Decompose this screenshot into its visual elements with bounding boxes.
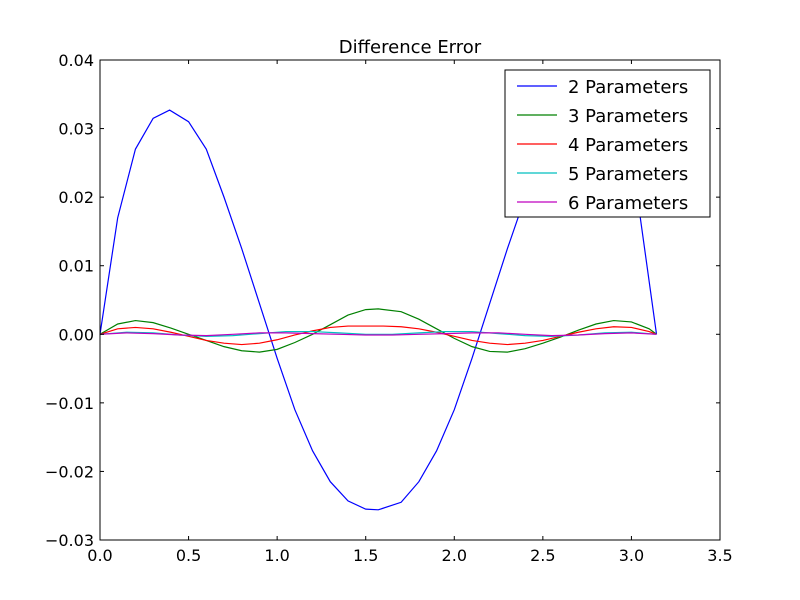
plot-frame (99, 59, 721, 541)
y-tick-label: −0.01 (45, 394, 94, 413)
x-tick-label: 2.0 (442, 546, 467, 565)
legend-label: 3 Parameters (568, 106, 688, 127)
legend-label: 4 Parameters (568, 135, 688, 156)
legend-label: 5 Parameters (568, 164, 688, 185)
legend-label: 6 Parameters (568, 193, 688, 214)
y-tick-label: 0.02 (58, 188, 94, 207)
y-tick-label: 0.04 (58, 51, 94, 70)
legend-label: 2 Parameters (568, 77, 688, 98)
y-tick-label: −0.02 (45, 462, 94, 481)
x-tick-label: 3.0 (619, 546, 644, 565)
y-tick-label: 0.00 (58, 325, 94, 344)
x-tick-label: 1.5 (353, 546, 378, 565)
y-tick-label: 0.03 (58, 120, 94, 139)
legend: 2 Parameters 3 Parameters 4 Parameters 5 Pa… (504, 69, 711, 218)
y-tick-label: −0.03 (45, 531, 94, 550)
x-tick-label: 0.0 (87, 546, 112, 565)
x-tick-label: 1.0 (264, 546, 289, 565)
series-line-6-parameters (99, 332, 657, 337)
ticks-layer: 0.0 0.5 1.0 1.5 2.0 2.5 3.0 3.5 0.04 0.03 0.02 0.01… (45, 51, 733, 565)
y-tick-label: 0.01 (58, 257, 94, 276)
x-tick-label: 2.5 (530, 546, 555, 565)
series-line-3-parameters (99, 308, 657, 353)
series-line-4-parameters (99, 325, 657, 346)
x-tick-label: 3.5 (707, 546, 732, 565)
x-tick-label: 0.5 (176, 546, 201, 565)
chart-title: Difference Error (339, 37, 482, 58)
